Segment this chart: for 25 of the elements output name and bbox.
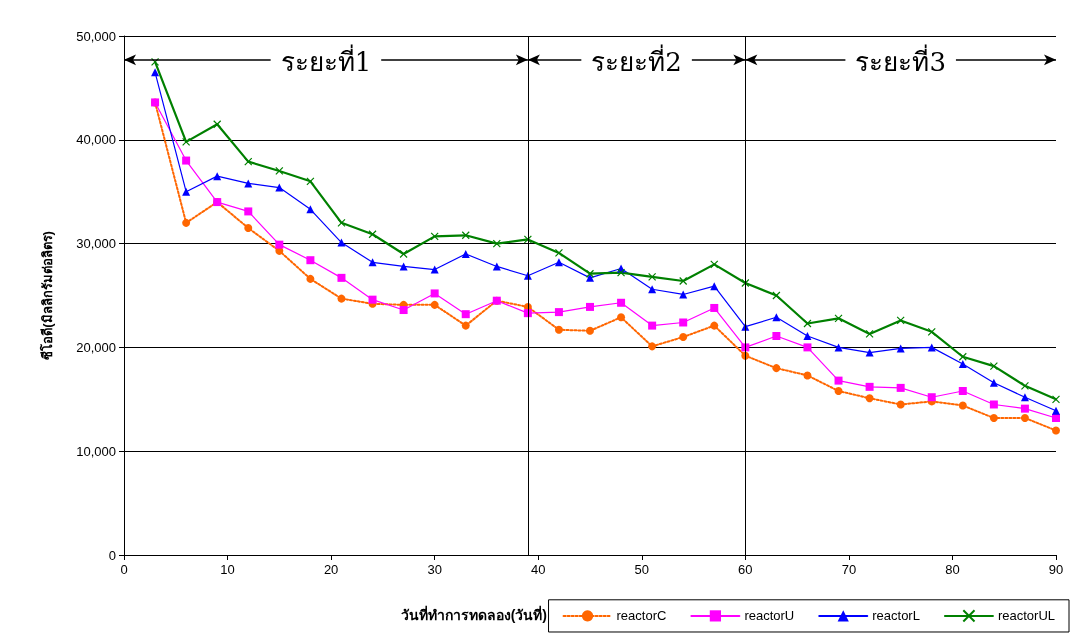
legend-label: reactorUL — [997, 608, 1055, 624]
x-tick-label: 50 — [634, 562, 650, 577]
y-axis-title: ซีโอดี(มิลลิกรัมต่อลิตร) — [39, 231, 55, 360]
legend-label: reactorL — [872, 608, 920, 624]
annotation: ระยะที่3 — [855, 43, 946, 77]
y-tick-label: 30,000 — [76, 236, 116, 252]
x-tick-label: 20 — [323, 562, 339, 577]
annotation: ระยะที่1 — [280, 43, 372, 77]
y-tick-label: 50,000 — [76, 28, 116, 44]
x-tick-label: 30 — [427, 562, 442, 577]
y-tick-label: 40,000 — [76, 132, 116, 148]
x-tick-label: 60 — [738, 562, 753, 577]
y-tick-label: 20,000 — [76, 339, 116, 355]
x-tick-label: 90 — [1048, 562, 1064, 577]
legend-label: reactorU — [744, 608, 795, 624]
y-tick-label: 0 — [108, 547, 116, 563]
y-tick-label: 10,000 — [76, 443, 116, 459]
x-tick-label: 40 — [530, 562, 546, 577]
x-tick-label: 0 — [120, 562, 128, 577]
x-tick-label: 80 — [945, 562, 960, 577]
annotation: ระยะที่2 — [591, 43, 682, 77]
x-tick-label: 70 — [841, 562, 857, 577]
x-tick-label: 10 — [220, 562, 235, 577]
x-axis-title: วันที่ทำการทดลอง(วันที่) — [400, 605, 547, 623]
legend-label: reactorC — [616, 608, 667, 624]
